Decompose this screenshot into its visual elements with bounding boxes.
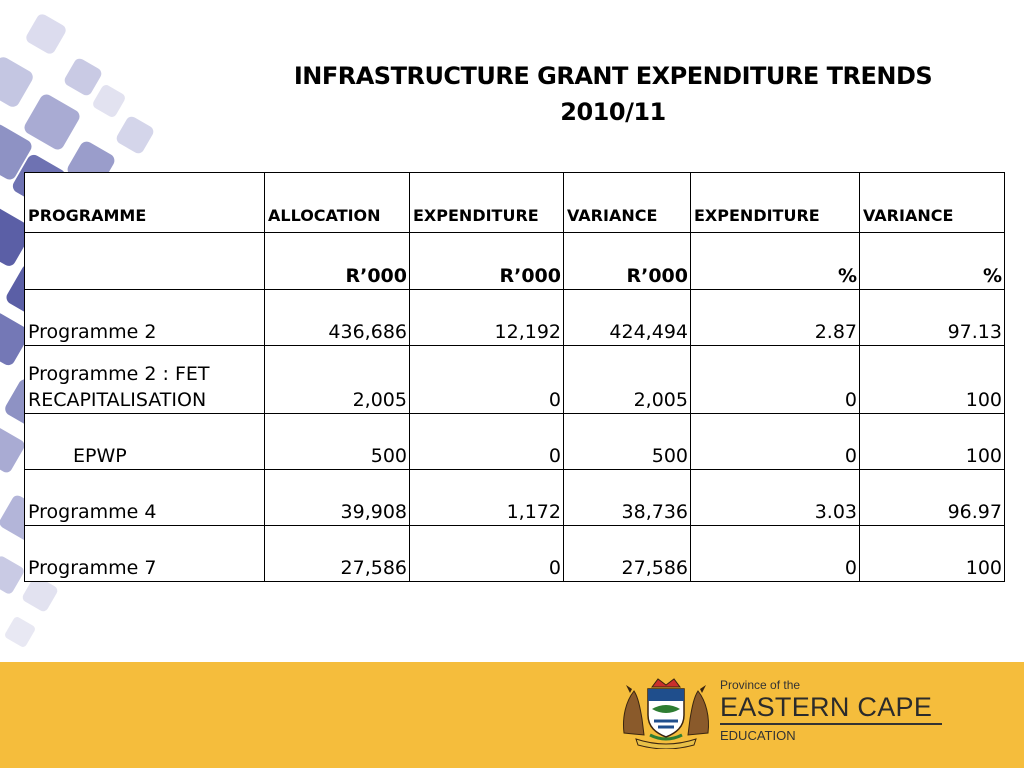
crest-crown — [651, 678, 681, 688]
column-header: EXPENDITURE — [409, 172, 564, 233]
allocation-cell: 500 — [264, 413, 410, 470]
column-header: PROGRAMME — [24, 172, 265, 233]
title-line-2: 2010/11 — [560, 98, 666, 126]
programme-cell: Programme 7 — [24, 525, 265, 582]
diamond-shape — [116, 116, 154, 154]
brand-divider — [720, 723, 942, 725]
coat-of-arms-icon — [623, 678, 709, 749]
table-row: Programme 2 436,686 12,192 424,494 2.87 … — [24, 289, 1005, 346]
allocation-cell: 27,586 — [264, 525, 410, 582]
variance-cell: 27,586 — [563, 525, 691, 582]
table-row: Programme 2 : FET RECAPITALISATION 2,005… — [24, 345, 1005, 414]
brand-line-education: EDUCATION — [720, 728, 796, 743]
crest-supporter-left — [623, 685, 645, 736]
variance-pct-cell: 100 — [859, 345, 1005, 414]
unit-cell: R’000 — [264, 232, 410, 290]
unit-cell: % — [690, 232, 860, 290]
programme-cell: Programme 4 — [24, 469, 265, 526]
footer-bar — [0, 662, 1024, 768]
allocation-cell: 436,686 — [264, 289, 410, 346]
column-header: VARIANCE — [563, 172, 691, 233]
unit-cell: % — [859, 232, 1005, 290]
variance-cell: 2,005 — [563, 345, 691, 414]
programme-cell: Programme 2 : FET RECAPITALISATION — [24, 345, 265, 414]
expenditure-table: PROGRAMME ALLOCATION EXPENDITURE VARIANC… — [24, 172, 1005, 582]
diamond-shape — [0, 124, 32, 180]
programme-cell: EPWP — [24, 413, 265, 470]
brand-line-eastern-cape: EASTERN CAPE — [720, 692, 933, 722]
expenditure-cell: 0 — [409, 413, 564, 470]
table-row: Programme 4 39,908 1,172 38,736 3.03 96.… — [24, 469, 1005, 526]
variance-pct-cell: 100 — [859, 525, 1005, 582]
table-units-row: R’000 R’000 R’000 % % — [24, 232, 1005, 290]
diamond-shape — [5, 617, 35, 647]
expenditure-cell: 0 — [409, 525, 564, 582]
diamond-shape — [0, 312, 30, 366]
unit-cell: R’000 — [563, 232, 691, 290]
brand-line-province: Province of the — [720, 678, 801, 692]
expenditure-cell: 1,172 — [409, 469, 564, 526]
diamond-shape — [64, 58, 102, 96]
diamond-shape — [24, 94, 80, 150]
variance-pct-cell: 96.97 — [859, 469, 1005, 526]
variance-cell: 500 — [563, 413, 691, 470]
title-line-1: INFRASTRUCTURE GRANT EXPENDITURE TRENDS — [293, 62, 933, 90]
expenditure-cell: 12,192 — [409, 289, 564, 346]
unit-cell: R’000 — [409, 232, 564, 290]
programme-cell: Programme 2 — [24, 289, 265, 346]
expenditure-pct-cell: 2.87 — [690, 289, 860, 346]
variance-pct-cell: 97.13 — [859, 289, 1005, 346]
diamond-shape — [0, 208, 32, 266]
unit-cell — [24, 232, 265, 290]
diamond-shape — [26, 14, 66, 54]
table-row: Programme 7 27,586 0 27,586 0 100 — [24, 525, 1005, 582]
variance-pct-cell: 100 — [859, 413, 1005, 470]
variance-cell: 424,494 — [563, 289, 691, 346]
diamond-shape — [93, 85, 125, 117]
expenditure-pct-cell: 0 — [690, 345, 860, 414]
expenditure-cell: 0 — [409, 345, 564, 414]
expenditure-pct-cell: 0 — [690, 525, 860, 582]
crest-supporter-right — [687, 685, 709, 736]
diamond-shape — [0, 427, 25, 473]
province-branding: Province of the EASTERN CAPE EDUCATION — [720, 678, 950, 743]
variance-cell: 38,736 — [563, 469, 691, 526]
slide-title: INFRASTRUCTURE GRANT EXPENDITURE TRENDS … — [200, 58, 1024, 130]
column-header: VARIANCE — [859, 172, 1005, 233]
column-header: ALLOCATION — [264, 172, 410, 233]
table-row: EPWP 500 0 500 0 100 — [24, 413, 1005, 470]
crest-ribbon — [635, 738, 697, 749]
diamond-shape — [22, 576, 58, 612]
column-header: EXPENDITURE — [690, 172, 860, 233]
allocation-cell: 2,005 — [264, 345, 410, 414]
diamond-shape — [0, 556, 24, 594]
diamond-shape — [0, 57, 33, 107]
expenditure-pct-cell: 0 — [690, 413, 860, 470]
allocation-cell: 39,908 — [264, 469, 410, 526]
expenditure-pct-cell: 3.03 — [690, 469, 860, 526]
table-header-row: PROGRAMME ALLOCATION EXPENDITURE VARIANC… — [24, 172, 1005, 233]
